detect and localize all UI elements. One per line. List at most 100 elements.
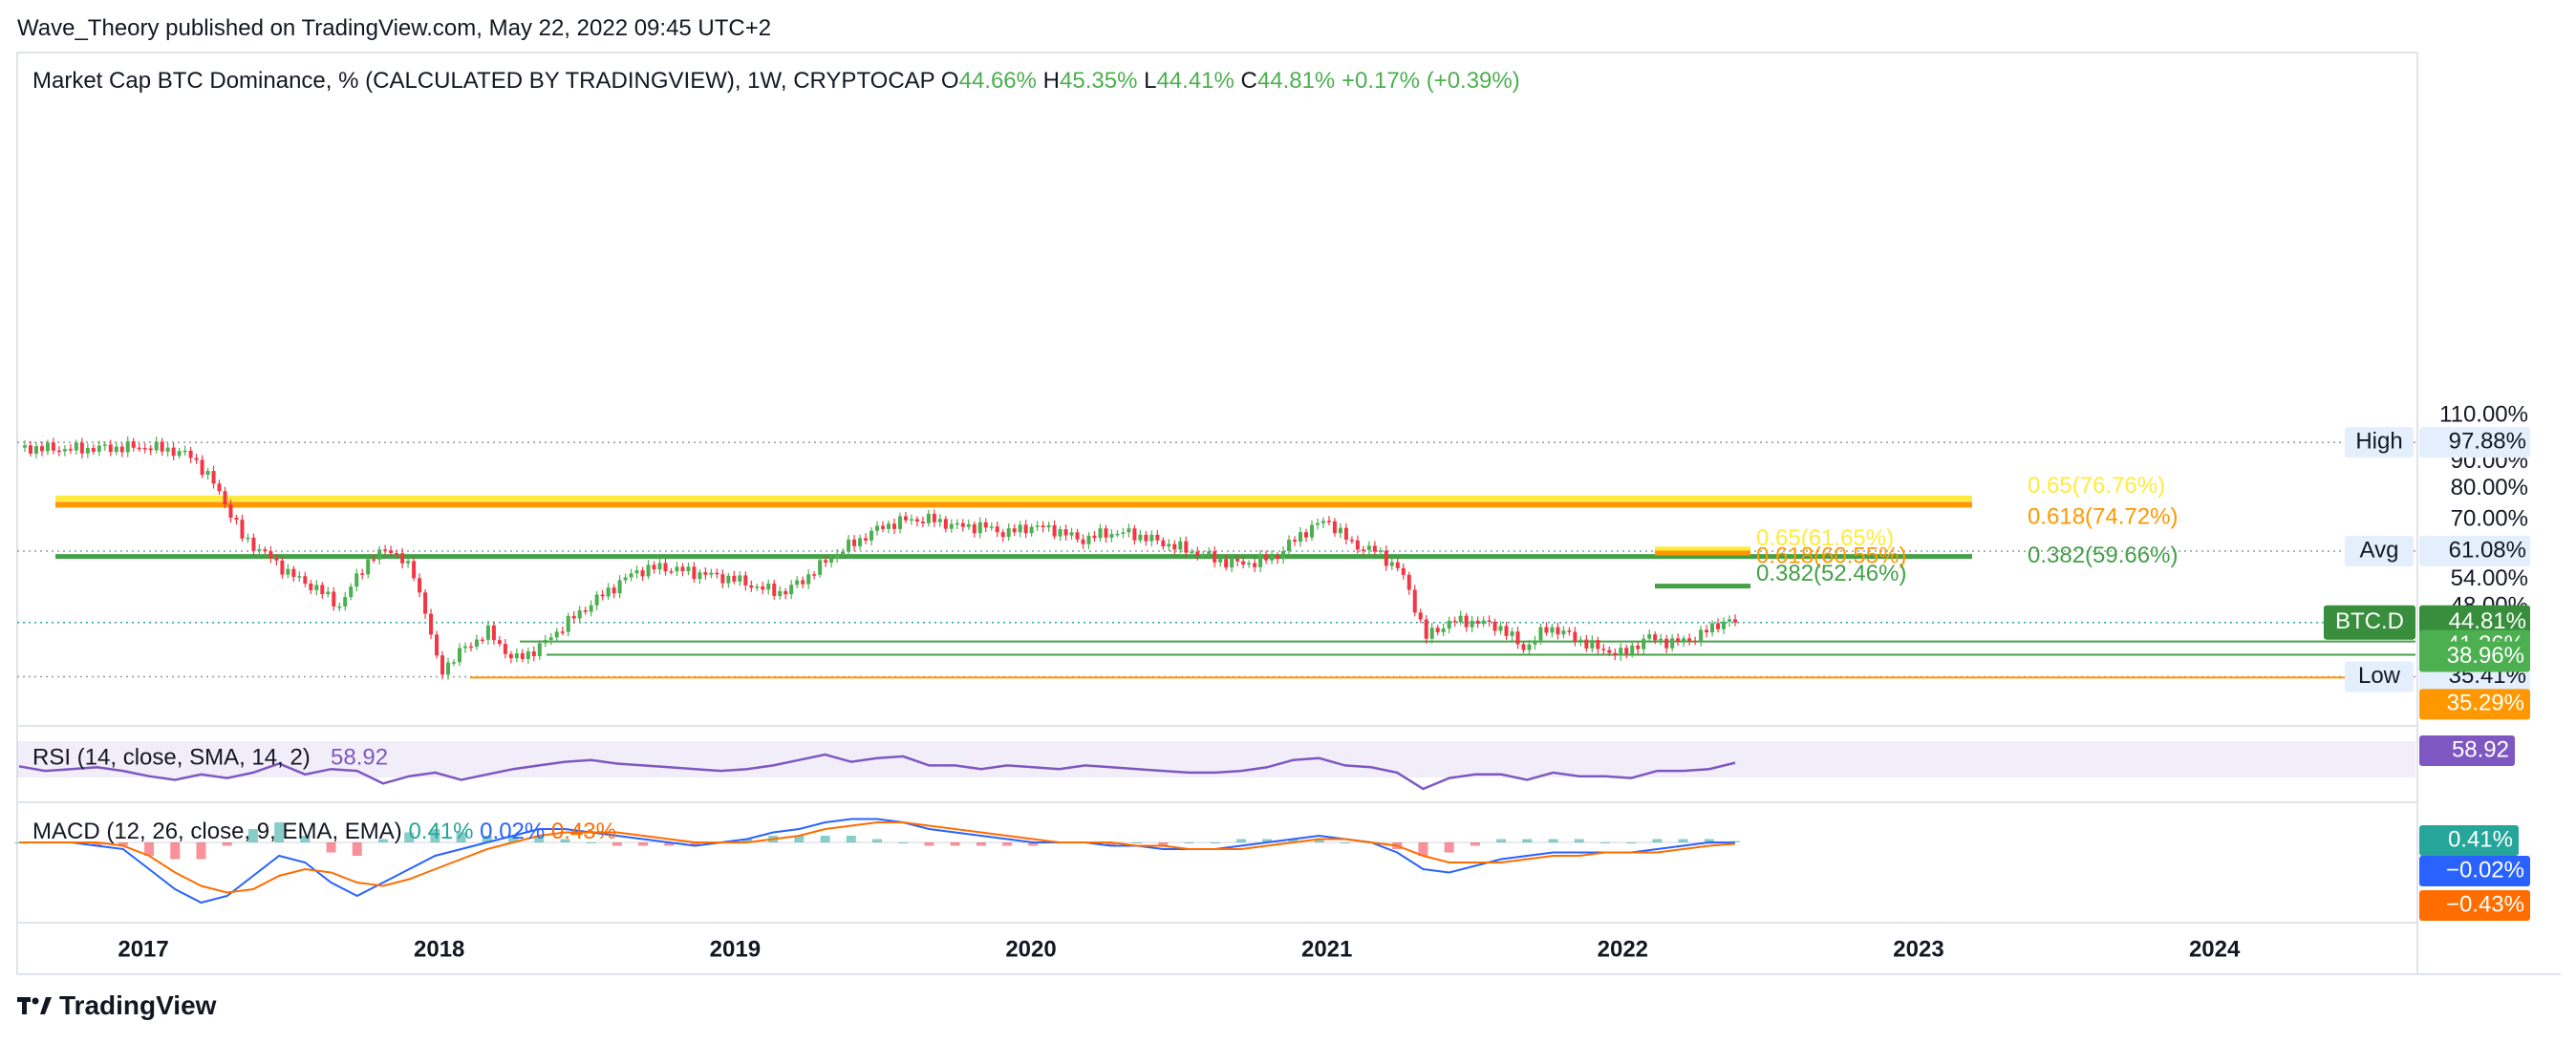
macd-hist-bar (794, 836, 805, 842)
candle-body (1435, 628, 1440, 632)
candle-body (366, 559, 371, 575)
macd-axis-hist: 0.41% (2448, 826, 2513, 852)
support2-value: 38.96% (2447, 643, 2524, 669)
candle-body (652, 564, 656, 570)
candle-body (228, 504, 233, 519)
candle-body (824, 560, 828, 563)
candle-body (1424, 619, 1428, 639)
publisher-line: Wave_Theory published on TradingView.com… (17, 15, 772, 41)
candle-body (886, 523, 891, 529)
macd-hist-bar (274, 822, 285, 842)
candle-body (801, 580, 805, 585)
candle-body (1006, 528, 1011, 538)
macd-hist-bar (950, 842, 960, 846)
candle-body (1224, 559, 1229, 568)
candle-body (491, 625, 496, 641)
rsi-legend: RSI (14, close, SMA, 14, 2) (32, 744, 311, 770)
candle-body (74, 442, 78, 451)
x-tick-label: 2018 (414, 936, 464, 962)
candle-body (1395, 562, 1400, 568)
candle-body (395, 553, 399, 555)
candle-body (1023, 524, 1028, 534)
candle-body (1389, 562, 1394, 566)
candle-body (1418, 612, 1423, 620)
candle-body (818, 560, 823, 575)
candle-body (1213, 551, 1217, 563)
candle-body (1601, 649, 1606, 650)
candle-body (1253, 563, 1257, 567)
candle-body (1058, 529, 1063, 537)
low-label-bg (2345, 661, 2414, 692)
candle-body (1361, 549, 1365, 551)
candle-body (1052, 524, 1057, 537)
candle-body (943, 519, 948, 529)
macd-hist-bar (690, 842, 700, 846)
macd-hist-bar (872, 839, 882, 842)
candle-body (543, 639, 547, 644)
brand-logo[interactable]: TradingView (17, 990, 216, 1021)
macd-hist-bar (482, 836, 492, 842)
candle-body (1515, 631, 1520, 645)
candle-body (268, 551, 273, 559)
candle-body (1338, 527, 1342, 534)
candle-body (1270, 555, 1275, 561)
candle-body (474, 639, 479, 647)
high-label: High (2355, 429, 2402, 455)
candle-body (320, 585, 325, 595)
candle-body (62, 449, 67, 452)
avg-value-bg (2419, 535, 2530, 566)
candle-body (22, 445, 27, 448)
macd-hist-bar (430, 829, 440, 842)
candle-body (1092, 535, 1097, 539)
candle-body (303, 576, 308, 584)
high-value-bg (2419, 427, 2530, 458)
candle-body (1086, 535, 1091, 544)
candle-body (194, 458, 199, 460)
macd-hist-bar (1626, 842, 1637, 843)
candle-body (526, 651, 530, 659)
candle-body (1619, 648, 1623, 656)
candle-body (440, 655, 445, 675)
candle-body (1309, 524, 1314, 538)
candle-body (686, 566, 691, 572)
candle-body (377, 549, 382, 560)
price-series (22, 436, 1737, 680)
candle-body (709, 572, 714, 575)
macd-axis-signal-bg (2419, 890, 2530, 921)
candle-body (1590, 640, 1595, 649)
macd-hist-bar (404, 832, 415, 842)
candle-body (119, 446, 124, 453)
macd-axis-hist-bg (2419, 825, 2519, 856)
fib-0382-label: 0.382(59.66%) (2028, 543, 2178, 568)
candle-body (841, 551, 846, 555)
candle-body (1716, 623, 1721, 629)
candle-body (1315, 522, 1320, 525)
candle-body (755, 586, 760, 588)
candle-body (1573, 631, 1578, 642)
candle-body (629, 573, 633, 578)
candle-body (1510, 631, 1514, 636)
macd-hist-bar (1678, 839, 1688, 842)
x-tick-label: 2023 (1893, 936, 1943, 962)
candle-body (914, 519, 919, 522)
ohlc-legend: Market Cap BTC Dominance, % (CALCULATED … (32, 68, 1520, 94)
candle-body (583, 609, 588, 612)
avg-value: 61.08% (2449, 537, 2526, 563)
candle-body (1299, 532, 1303, 543)
macd-hist-bar (1132, 842, 1143, 843)
candle-body (977, 522, 982, 534)
candle-body (217, 483, 222, 492)
candle-body (646, 564, 651, 577)
macd-hist-bar (741, 839, 752, 842)
candle-body (1441, 628, 1446, 632)
candle-body (1470, 620, 1474, 628)
signal-line (19, 821, 1736, 894)
candle-body (772, 584, 777, 596)
macd-axis-macd-bg (2419, 856, 2530, 886)
candle-body (1687, 638, 1692, 641)
tradingview-logo-icon (17, 997, 52, 1014)
candle-body (223, 491, 227, 505)
candle-body (291, 568, 296, 577)
candle-body (1349, 539, 1354, 542)
